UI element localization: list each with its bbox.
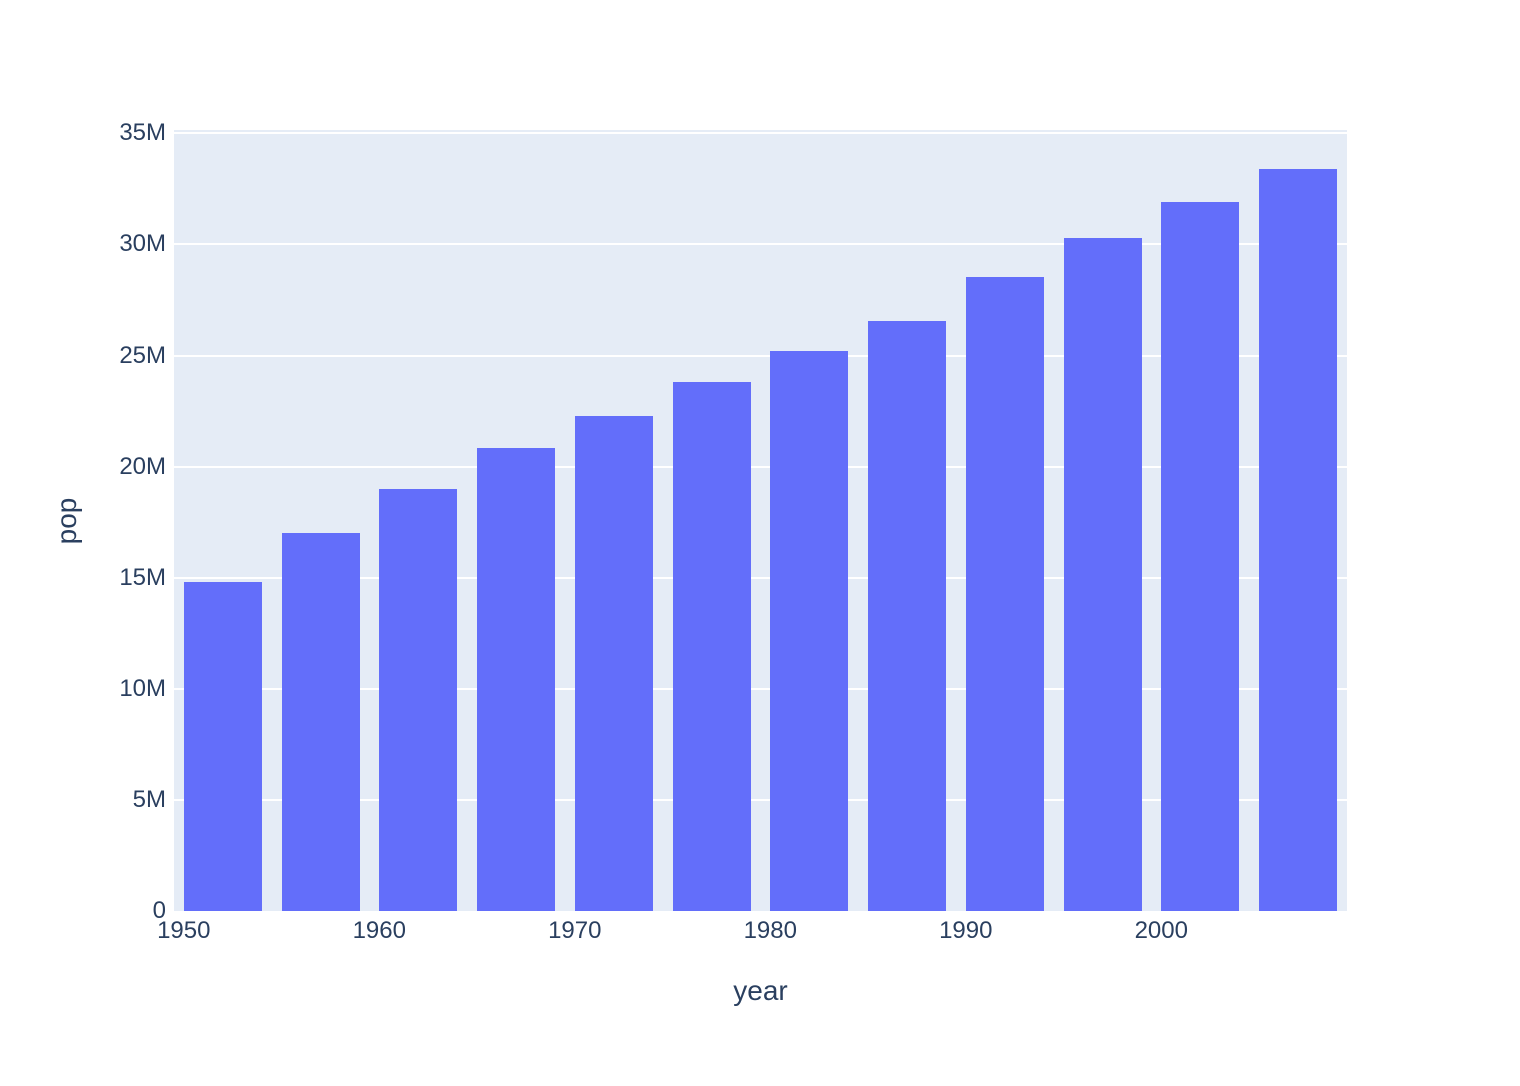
- bar-1977[interactable]: [672, 382, 751, 911]
- y-axis-title: pop: [51, 497, 82, 544]
- gridline-30M: [174, 243, 1347, 246]
- bar-2002[interactable]: [1161, 202, 1240, 911]
- bar-1987[interactable]: [868, 321, 947, 911]
- x-tick-label-1990: 1990: [939, 917, 993, 944]
- bar-2007[interactable]: [1259, 169, 1338, 911]
- y-tick-label-35M: 35M: [119, 119, 166, 147]
- x-tick-label-1960: 1960: [352, 917, 406, 944]
- plot-area: [174, 130, 1347, 911]
- x-tick-label-1980: 1980: [743, 917, 797, 944]
- y-tick-label-25M: 25M: [119, 341, 166, 369]
- bar-1992[interactable]: [965, 277, 1044, 911]
- y-tick-label-15M: 15M: [119, 563, 166, 591]
- bar-1952[interactable]: [183, 582, 262, 911]
- x-tick-label-2000: 2000: [1134, 917, 1188, 944]
- bar-1972[interactable]: [574, 415, 653, 911]
- bar-1957[interactable]: [281, 533, 360, 911]
- bar-1982[interactable]: [770, 351, 849, 911]
- y-tick-label-0: 0: [152, 897, 166, 924]
- bar-1967[interactable]: [477, 448, 556, 911]
- bar-1997[interactable]: [1063, 237, 1142, 911]
- y-tick-label-5M: 5M: [132, 785, 166, 813]
- y-tick-label-20M: 20M: [119, 452, 166, 480]
- x-tick-label-1950: 1950: [157, 917, 211, 944]
- gridline-20M: [174, 465, 1347, 468]
- gridline-25M: [174, 354, 1347, 357]
- gridline-35M: [174, 132, 1347, 135]
- x-axis-title: year: [733, 975, 788, 1006]
- bar-1962[interactable]: [379, 489, 458, 911]
- x-tick-label-1970: 1970: [548, 917, 602, 944]
- gridline-5M: [174, 798, 1347, 801]
- y-tick-label-30M: 30M: [119, 230, 166, 258]
- y-tick-label-10M: 10M: [119, 674, 166, 702]
- gridline-15M: [174, 576, 1347, 579]
- gridline-10M: [174, 687, 1347, 690]
